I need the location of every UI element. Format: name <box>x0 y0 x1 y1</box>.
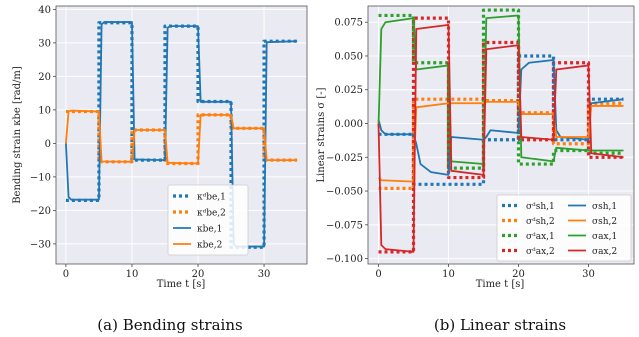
legend: κᵈbe,1 κᵈbe,2 κbe,1 κbe,2 <box>167 184 249 256</box>
y-tick-label: 40 <box>38 5 51 16</box>
y-tick-label: −0.050 <box>326 187 363 198</box>
y-axis-label: Linear strains σ [-] <box>316 87 327 182</box>
series-line-7 <box>377 24 624 253</box>
legend-label-2: κbe,1 <box>197 225 222 235</box>
x-tick-label: 30 <box>582 269 595 280</box>
legend-label-2: σᵈax,1 <box>526 232 555 242</box>
y-tick-label: 0 <box>45 139 51 150</box>
legend-label-0: κᵈbe,1 <box>197 193 226 203</box>
y-tick-label: 0.050 <box>334 51 363 62</box>
series-line-3 <box>65 109 298 165</box>
panel-bending-strains: 0 10 20 30 −30 −20 −10 0 10 20 30 40 Time t [s] Ben… <box>12 5 308 334</box>
plot-lines <box>377 8 624 254</box>
y-tick-label: 0.025 <box>334 85 363 96</box>
legend-label-3: κbe,2 <box>197 241 222 251</box>
y-tick-label: 30 <box>38 38 51 49</box>
legend-label-1: κᵈbe,2 <box>197 209 226 219</box>
plot-frame <box>55 5 308 265</box>
y-tick-label: −10 <box>30 172 51 183</box>
y-tick-label: −20 <box>30 206 51 217</box>
plot-frame <box>367 5 635 265</box>
y-tick-label: 20 <box>38 72 51 83</box>
legend-label-1: σᵈsh,2 <box>526 217 555 227</box>
y-tick-label: −0.100 <box>326 254 363 265</box>
y-tick-label: −0.025 <box>326 153 363 164</box>
x-tick-label: 0 <box>63 269 69 280</box>
x-tick-label: 10 <box>442 269 455 280</box>
legend-box <box>496 194 632 262</box>
legend-label-4: σsh,1 <box>592 202 617 212</box>
legend: σᵈsh,1 σᵈsh,2 σᵈax,1 σᵈax,2 σsh,1 σsh,2 σax,1 σ… <box>496 194 632 262</box>
ticks: 0 10 20 30 −30 −20 −10 0 10 20 30 40 <box>30 5 271 280</box>
caption: (a) Bending strains <box>97 316 242 334</box>
legend-label-0: σᵈsh,1 <box>526 202 555 212</box>
x-axis-label: Time t [s] <box>476 279 525 290</box>
panel-linear-strains: 0 10 20 30 −0.100 −0.075 −0.050 −0.025 0.000 0.02… <box>316 5 635 334</box>
x-tick-label: 30 <box>258 269 271 280</box>
y-tick-label: 10 <box>38 105 51 116</box>
x-tick-label: 20 <box>512 269 525 280</box>
legend-label-5: σsh,2 <box>592 217 617 227</box>
y-tick-label: 0.000 <box>334 119 363 130</box>
legend-box <box>167 184 249 256</box>
caption: (b) Linear strains <box>434 316 566 334</box>
y-tick-label: −30 <box>30 239 51 250</box>
series-line-3 <box>378 16 624 254</box>
x-tick-label: 0 <box>375 269 381 280</box>
x-tick-label: 10 <box>126 269 139 280</box>
x-axis-label: Time t [s] <box>157 279 206 290</box>
y-tick-label: −0.075 <box>326 220 363 231</box>
legend-label-7: σax,2 <box>592 247 617 257</box>
legend-label-3: σᵈax,2 <box>526 247 555 257</box>
series-line-2 <box>378 8 624 170</box>
y-tick-label: 0.075 <box>334 18 363 29</box>
x-tick-label: 20 <box>192 269 205 280</box>
legend-label-6: σax,1 <box>592 232 617 242</box>
ticks: 0 10 20 30 −0.100 −0.075 −0.050 −0.025 0.000 0.02… <box>326 18 595 280</box>
y-axis-label: Bending strain κbe [rad/m] <box>12 66 23 204</box>
